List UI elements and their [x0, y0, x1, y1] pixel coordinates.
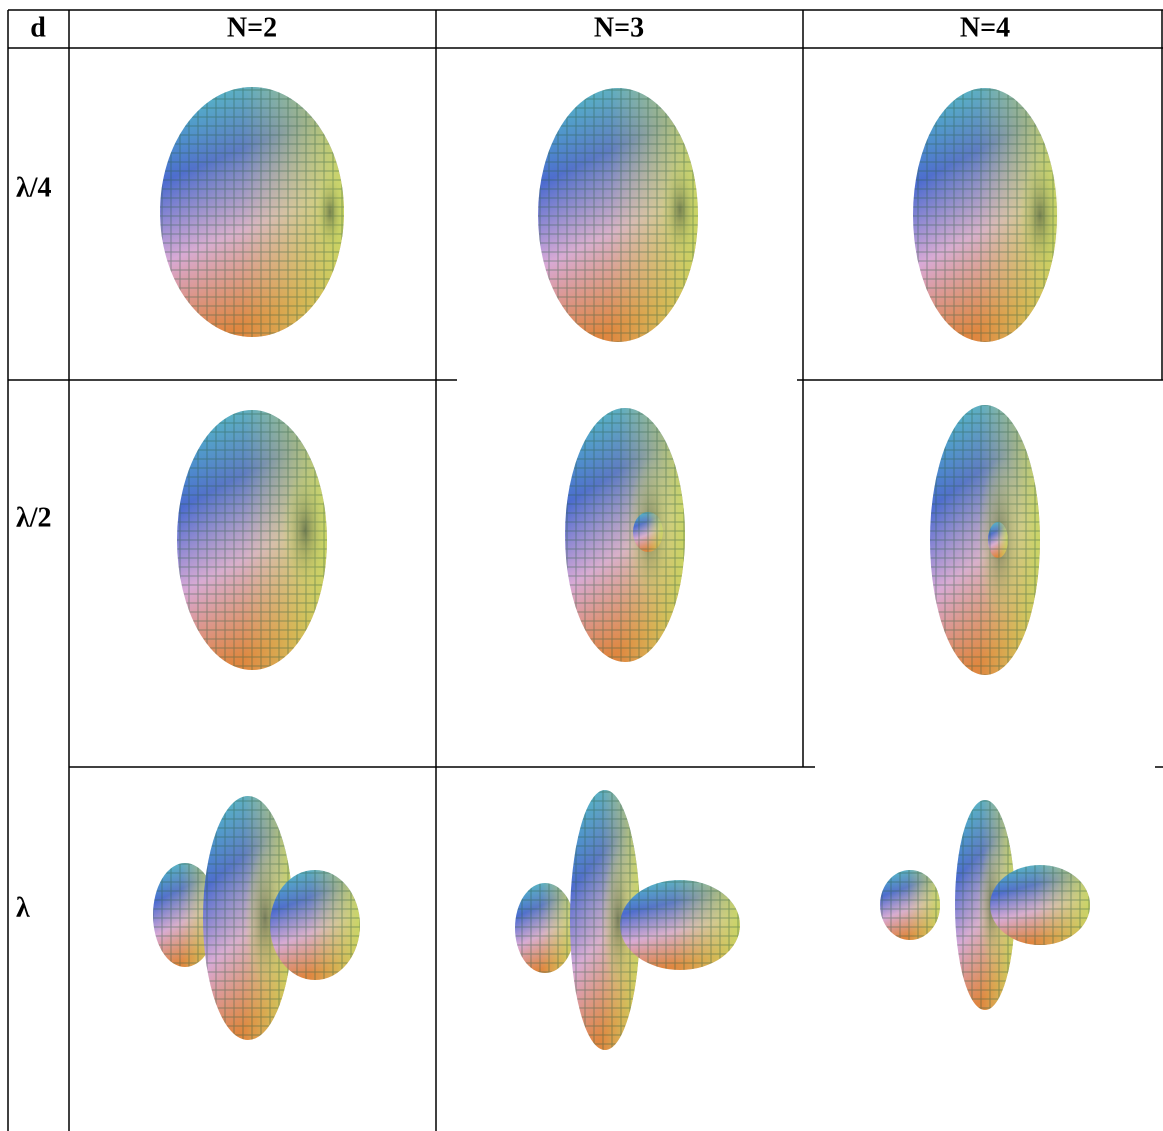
radiation-pattern: [565, 408, 685, 662]
radiation-pattern: [160, 87, 344, 337]
radiation-pattern: [153, 796, 360, 1040]
page: d N=2 N=3 N=4 λ/4 λ/2 λ (() => { const d…: [0, 0, 1163, 1131]
dimple: [1020, 155, 1060, 275]
lobe-mesh: [988, 522, 1008, 558]
radiation-pattern: [515, 790, 740, 1050]
row-label: λ/2: [16, 502, 52, 533]
lobe-mesh: [880, 870, 940, 940]
header-cell: N=3: [594, 12, 644, 43]
dimple: [316, 172, 344, 252]
lobe-mesh: [620, 880, 740, 970]
lobe-mesh: [633, 512, 663, 552]
table: d N=2 N=3 N=4 λ/4 λ/2 λ: [0, 0, 1163, 1131]
radiation-pattern: [913, 88, 1060, 342]
lobe-mesh: [270, 870, 360, 980]
radiation-pattern: [930, 405, 1040, 675]
header-cell: N=2: [227, 12, 277, 43]
dimple: [662, 160, 698, 260]
radiation-patterns: [153, 87, 1090, 1050]
radiation-pattern: [538, 88, 698, 342]
dimple: [283, 470, 327, 590]
radiation-pattern: [177, 410, 327, 670]
lobe-mesh: [515, 883, 575, 973]
header-cell: d: [30, 12, 46, 43]
radiation-pattern: [880, 800, 1090, 1010]
lobe-mesh: [990, 865, 1090, 945]
row-label: λ/4: [16, 172, 52, 203]
row-label: λ: [16, 892, 30, 923]
header-cell: N=4: [960, 12, 1010, 43]
